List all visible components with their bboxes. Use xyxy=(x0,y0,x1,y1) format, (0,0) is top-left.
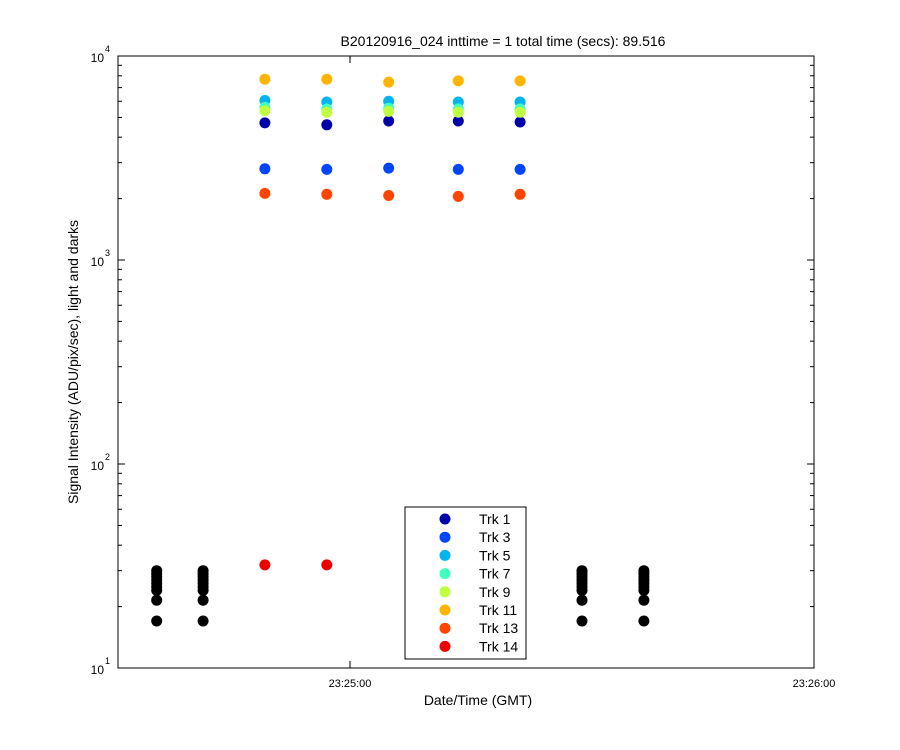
legend-label-trk-14: Trk 14 xyxy=(479,638,518,654)
dark-point xyxy=(151,615,163,627)
legend-marker-trk-11 xyxy=(439,604,451,616)
data-points xyxy=(151,73,650,627)
trk-3-point xyxy=(452,163,464,175)
legend-label-trk-13: Trk 13 xyxy=(479,620,518,636)
y-tick-exp: 3 xyxy=(105,248,110,258)
legend-label-trk-9: Trk 9 xyxy=(479,584,511,600)
y-tick-exp: 4 xyxy=(105,44,110,54)
trk-13-point xyxy=(321,188,333,200)
trk-9-point xyxy=(514,106,526,118)
legend-marker-trk-7 xyxy=(439,568,451,580)
y-tick-base: 10 xyxy=(91,255,105,269)
dark-point xyxy=(576,594,588,606)
trk-14-point xyxy=(321,559,333,571)
chart-title: B20120916_024 inttime = 1 total time (se… xyxy=(341,33,666,49)
y-tick-exp: 1 xyxy=(105,656,110,666)
dark-point xyxy=(576,584,588,596)
trk-1-point xyxy=(321,119,333,131)
legend-marker-trk-14 xyxy=(439,640,451,652)
dark-point xyxy=(197,615,209,627)
legend-marker-trk-9 xyxy=(439,586,451,598)
trk-13-point xyxy=(259,187,271,199)
y-tick-exp: 2 xyxy=(105,452,110,462)
x-tick-label: 23:25:00 xyxy=(329,678,372,690)
trk-11-point xyxy=(452,75,464,87)
legend-marker-trk-5 xyxy=(439,549,451,561)
trk-13-point xyxy=(383,190,395,201)
trk-11-point xyxy=(514,75,526,87)
trk-1-point xyxy=(452,115,464,127)
legend-label-trk-11: Trk 11 xyxy=(479,602,517,618)
trk-3-point xyxy=(514,163,526,175)
y-tick-label: 103 xyxy=(91,248,110,269)
trk-13-point xyxy=(452,190,464,202)
dark-point xyxy=(638,584,650,596)
y-axis-label: Signal Intensity (ADU/pix/sec), light an… xyxy=(65,220,81,504)
legend-box xyxy=(404,506,527,660)
legend-label-trk-7: Trk 7 xyxy=(479,566,511,582)
trk-14-point xyxy=(259,559,271,571)
dark-point xyxy=(151,594,163,606)
trk-9-point xyxy=(452,106,464,118)
trk-9-point xyxy=(259,105,271,117)
trk-11-point xyxy=(259,73,271,85)
trk-9-point xyxy=(321,106,333,118)
trk-1-point xyxy=(514,116,526,128)
legend-marker-trk-13 xyxy=(439,622,451,634)
y-tick-label: 101 xyxy=(91,656,110,677)
trk-9-point xyxy=(383,105,395,117)
trk-3-point xyxy=(383,162,395,174)
trk-1-point xyxy=(383,115,395,127)
x-axis-label: Date/Time (GMT) xyxy=(424,692,532,708)
trk-3-point xyxy=(321,163,333,175)
dark-point xyxy=(151,584,163,596)
y-tick-base: 10 xyxy=(91,51,105,65)
trk-1-point xyxy=(259,117,271,129)
legend-label-trk-3: Trk 3 xyxy=(479,529,511,545)
dark-point xyxy=(638,615,650,627)
x-tick-label: 23:26:00 xyxy=(793,678,836,690)
y-tick-label: 104 xyxy=(91,44,110,65)
y-tick-label: 102 xyxy=(91,452,110,473)
legend: Trk 1 Trk 3 Trk 5 Trk 7 Trk 9 Trk 11 Trk 13 Trk… xyxy=(404,506,527,660)
legend-marker-trk-3 xyxy=(439,531,451,543)
trk-11-point xyxy=(383,76,395,88)
dark-point xyxy=(576,615,588,627)
trk-11-point xyxy=(321,73,333,85)
trk-3-point xyxy=(259,163,271,175)
dark-point xyxy=(638,594,650,606)
y-tick-base: 10 xyxy=(91,663,105,677)
y-tick-base: 10 xyxy=(91,459,105,473)
legend-label-trk-5: Trk 5 xyxy=(479,547,511,563)
x-axis: 23:25:00 23:26:00 xyxy=(329,56,836,690)
dark-point xyxy=(197,594,209,606)
legend-marker-trk-1 xyxy=(439,513,451,525)
minor-ticks xyxy=(118,64,814,608)
dark-point xyxy=(197,584,209,596)
legend-label-trk-1: Trk 1 xyxy=(479,511,511,527)
trk-13-point xyxy=(514,188,526,200)
